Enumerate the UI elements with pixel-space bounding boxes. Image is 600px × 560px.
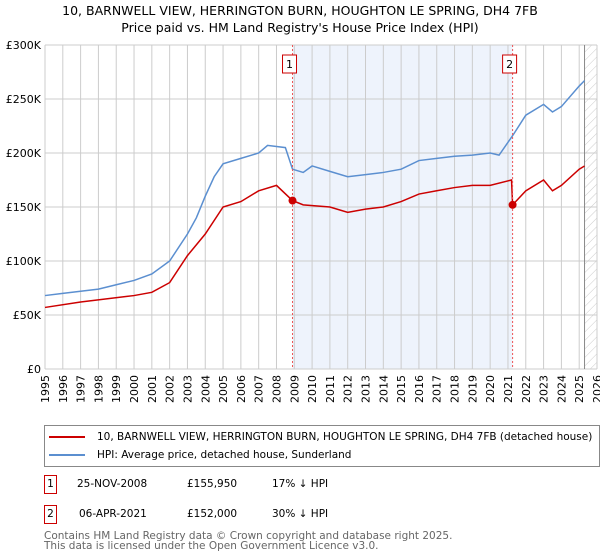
marker-label: 1: [286, 58, 293, 71]
transaction-row: 2 06-APR-2021 £152,000 30% ↓ HPI: [44, 505, 544, 525]
x-tick-label: 2015: [395, 375, 408, 403]
y-tick-label: £100K: [6, 255, 42, 268]
marker-badge: [502, 54, 518, 74]
x-tick-label: 2011: [324, 375, 337, 403]
legend-label-blue: HPI: Average price, detached house, Sund…: [97, 449, 352, 461]
transaction-price: £155,950: [187, 478, 238, 490]
x-tick-label: 2002: [164, 375, 177, 403]
transaction-date: 25-NOV-2008: [77, 478, 148, 490]
x-tick-label: 1997: [75, 375, 88, 403]
x-tick-label: 2019: [466, 375, 479, 403]
x-tick-label: 2023: [538, 375, 551, 403]
x-tick-label: 1998: [92, 375, 105, 403]
red-line-swatch: [49, 436, 85, 438]
legend-label-red: 10, BARNWELL VIEW, HERRINGTON BURN, HOUG…: [97, 431, 593, 443]
x-tick-label: 2003: [181, 375, 194, 403]
y-tick-label: £50K: [13, 309, 42, 322]
x-tick-label: 2013: [360, 375, 373, 403]
footer-line-2: This data is licensed under the Open Gov…: [44, 540, 379, 552]
x-tick-label: 2004: [199, 375, 212, 403]
transaction-badge: 2: [44, 505, 57, 524]
transaction-price: £152,000: [187, 508, 238, 520]
transaction-hpi: 17% ↓ HPI: [272, 478, 329, 490]
transaction-badge: 1: [44, 475, 57, 494]
x-tick-label: 2000: [128, 375, 141, 403]
x-tick-label: 1995: [39, 375, 52, 403]
y-tick-label: £200K: [6, 147, 42, 160]
sale-point: [288, 196, 297, 205]
x-tick-label: 2010: [306, 375, 319, 403]
x-tick-label: 2017: [431, 375, 444, 403]
legend-item-blue: HPI: Average price, detached house, Sund…: [45, 447, 351, 463]
x-tick-label: 2016: [413, 375, 426, 403]
price-paid-line: [44, 165, 585, 309]
x-tick-label: 2022: [520, 375, 533, 403]
legend-item-red: 10, BARNWELL VIEW, HERRINGTON BURN, HOUG…: [45, 429, 592, 445]
x-tick-label: 2012: [342, 375, 355, 403]
x-tick-label: 2007: [253, 375, 266, 403]
marker-label: 2: [506, 58, 513, 71]
x-tick-label: 2001: [146, 375, 159, 403]
x-tick-label: 2014: [377, 375, 390, 403]
y-tick-label: £0: [27, 363, 41, 376]
footer-line-1: Contains HM Land Registry data © Crown c…: [44, 530, 453, 542]
marker-badge: [282, 54, 298, 74]
sale-point: [508, 200, 517, 209]
x-tick-label: 2018: [449, 375, 462, 403]
x-tick-label: 2024: [555, 375, 568, 403]
x-tick-label: 2008: [270, 375, 283, 403]
transaction-date: 06-APR-2021: [79, 508, 147, 520]
y-tick-label: £250K: [6, 93, 42, 106]
y-tick-label: £300K: [6, 39, 42, 52]
hpi-line: [44, 80, 586, 297]
legend: 10, BARNWELL VIEW, HERRINGTON BURN, HOUG…: [44, 425, 600, 467]
x-tick-label: 1999: [110, 375, 123, 403]
x-tick-label: 2026: [591, 375, 600, 403]
transaction-row: 1 25-NOV-2008 £155,950 17% ↓ HPI: [44, 475, 544, 495]
x-tick-label: 2025: [573, 375, 586, 403]
y-tick-label: £150K: [6, 201, 42, 214]
footer: Contains HM Land Registry data © Crown c…: [44, 530, 453, 552]
x-tick-label: 2020: [484, 375, 497, 403]
chart-title: 10, BARNWELL VIEW, HERRINGTON BURN, HOUG…: [62, 3, 538, 18]
price-chart: 1 2 1995 1996 1997 1998 1999 2000 2001 2002 2003 20…: [6, 39, 600, 403]
x-tick-label: 2009: [288, 375, 301, 403]
x-tick-label: 1996: [57, 375, 70, 403]
x-tick-label: 2006: [235, 375, 248, 403]
transaction-hpi: 30% ↓ HPI: [272, 508, 329, 520]
chart-subtitle: Price paid vs. HM Land Registry's House …: [121, 20, 479, 35]
x-tick-label: 2005: [217, 375, 230, 403]
blue-line-swatch: [49, 454, 85, 456]
x-tick-label: 2021: [502, 375, 515, 403]
